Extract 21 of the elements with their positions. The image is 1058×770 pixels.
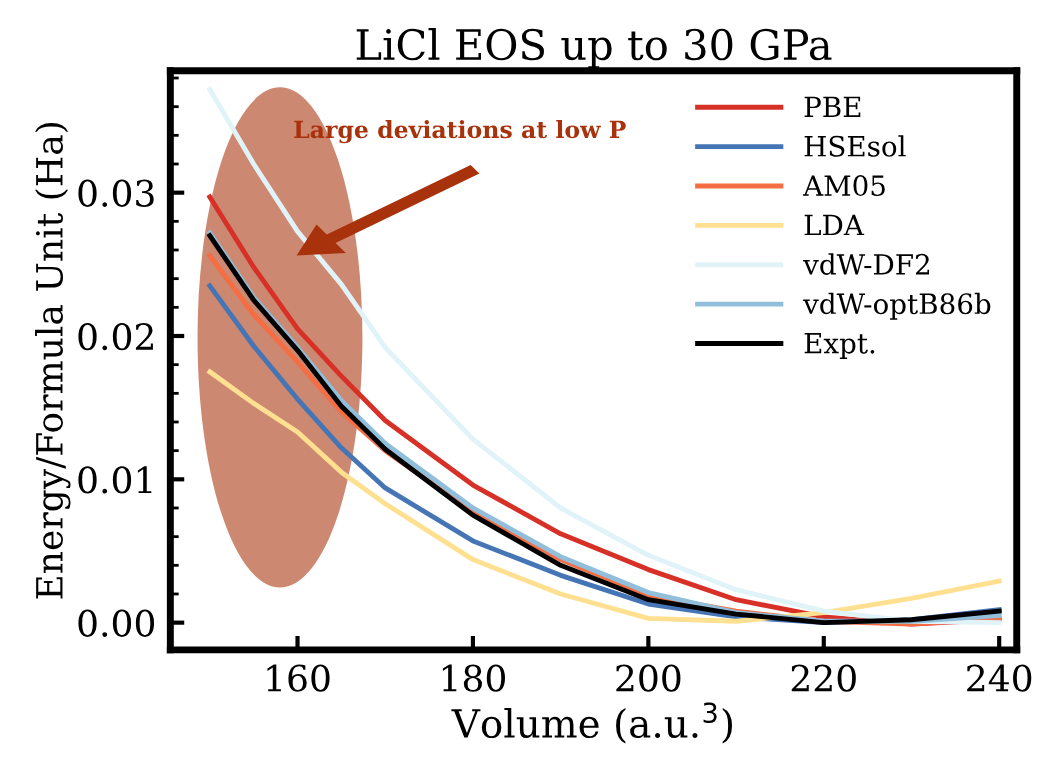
x-axis-title: Volume (a.u.$^{3}$) <box>451 702 732 744</box>
legend-label: HSEsol <box>804 135 906 157</box>
x-tick-label: 200 <box>616 664 681 692</box>
legend-label: vdW-optB86b <box>803 292 991 320</box>
legend-label: AM05 <box>802 175 885 197</box>
line-series <box>207 87 1002 626</box>
y-tick-label: 0.00 <box>78 609 155 637</box>
x-tick-label: 180 <box>442 664 505 692</box>
y-axis-title: Energy/Formula Unit (Ha) <box>35 122 71 599</box>
legend-label: Expt. <box>804 333 875 360</box>
legend-label: LDA <box>804 214 865 236</box>
legend-label: PBE <box>804 96 861 117</box>
y-tick-label: 0.03 <box>78 179 154 207</box>
y-tick-label: 0.02 <box>78 322 153 351</box>
chart-title: LiCl EOS up to 30 GPa <box>356 28 832 69</box>
x-tick-label: 220 <box>791 664 856 692</box>
y-tick-label: 0.01 <box>78 466 152 494</box>
x-tick-label: 160 <box>267 664 330 692</box>
line-series <box>207 369 1002 624</box>
legend-label: vdW-DF2 <box>803 253 930 275</box>
x-tick-label: 240 <box>967 664 1032 692</box>
